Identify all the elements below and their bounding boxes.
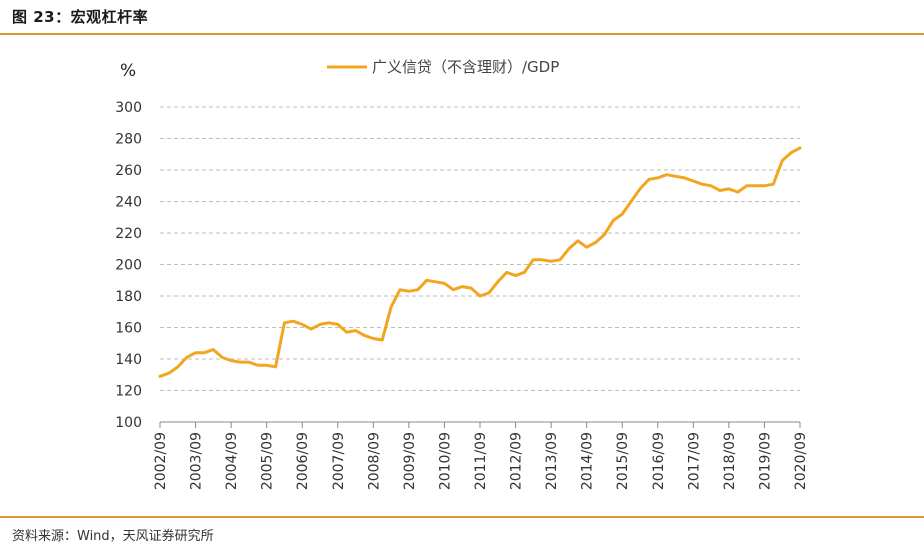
- x-tick-label: 2010/09: [437, 432, 453, 490]
- x-tick-label: 2014/09: [580, 432, 596, 490]
- x-tick-label: 2015/09: [615, 432, 631, 490]
- figure-title: 图 23：宏观杠杆率: [12, 8, 149, 26]
- x-tick-label: 2019/09: [757, 432, 773, 490]
- line-chart: 100 120 140 160 180 200 220 240 260 280 300 2002/0…: [115, 58, 809, 490]
- y-tick-label: 220: [115, 226, 142, 242]
- y-tick-label: 260: [115, 163, 142, 179]
- x-tick-label: 2009/09: [402, 432, 418, 490]
- series-line: [158, 146, 802, 378]
- y-unit-label: %: [120, 61, 136, 81]
- bottom-rule: [0, 516, 924, 518]
- y-tick-label: 240: [115, 195, 142, 211]
- x-tick-label: 2017/09: [686, 432, 702, 490]
- y-tick-label: 200: [115, 258, 142, 274]
- y-tick-label: 180: [115, 289, 142, 305]
- x-tick-label: 2007/09: [331, 432, 347, 490]
- x-tick-label: 2005/09: [260, 432, 276, 490]
- series-layer: [158, 146, 802, 378]
- y-tick-label: 120: [115, 384, 142, 400]
- y-tick-label: 160: [115, 321, 142, 337]
- x-tick-label: 2008/09: [366, 432, 382, 490]
- legend-label: 广义信贷（不含理财）/GDP: [372, 58, 559, 76]
- y-tick-label: 140: [115, 352, 142, 368]
- x-tick-label: 2018/09: [722, 432, 738, 490]
- y-tick-label: 100: [115, 415, 142, 431]
- x-tick-label: 2020/09: [793, 432, 809, 490]
- x-tick-label: 2011/09: [473, 432, 489, 490]
- legend: 广义信贷（不含理财）/GDP: [327, 58, 559, 76]
- source-note: 资料来源：Wind，天风证券研究所: [12, 529, 214, 544]
- gridlines: [160, 106, 800, 391]
- y-tick-label: 300: [115, 100, 142, 116]
- x-tick-label: 2012/09: [509, 432, 525, 490]
- x-axis: 2002/09 2003/09 2004/09 2005/09 2006/09 2007/…: [153, 421, 809, 490]
- x-tick-label: 2013/09: [544, 432, 560, 490]
- x-tick-label: 2003/09: [189, 432, 205, 490]
- x-tick-label: 2002/09: [153, 432, 169, 490]
- x-tick-label: 2016/09: [651, 432, 667, 490]
- y-tick-label: 280: [115, 132, 142, 148]
- x-tick-label: 2004/09: [224, 432, 240, 490]
- x-tick-label: 2006/09: [295, 432, 311, 490]
- top-rule: [0, 33, 924, 35]
- y-axis-ticks: 100 120 140 160 180 200 220 240 260 280 300: [115, 100, 142, 431]
